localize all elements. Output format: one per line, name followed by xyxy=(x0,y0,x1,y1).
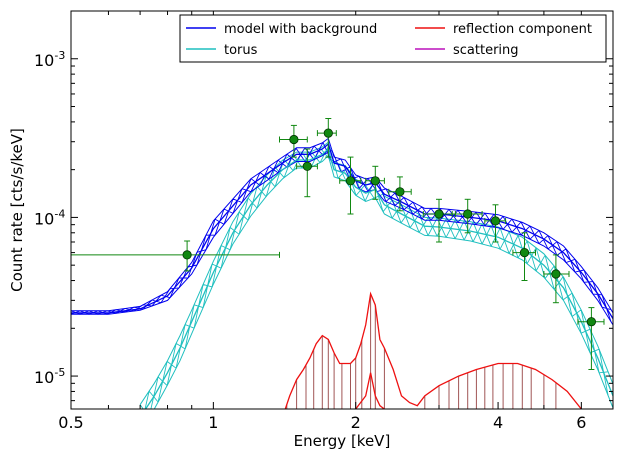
x-tick-labels: 0.5 1 2 4 6 xyxy=(58,413,586,432)
legend: model with background torus reflection c… xyxy=(179,14,607,63)
y-tick-labels: 10-5 10-4 10-3 xyxy=(34,49,65,387)
data-point xyxy=(543,254,570,304)
data-point xyxy=(577,307,605,370)
data-point-marker xyxy=(370,176,380,186)
data-point xyxy=(339,156,362,215)
torus-band xyxy=(139,141,613,409)
data-point-marker xyxy=(345,176,356,186)
data-point xyxy=(451,198,483,234)
data-point-marker xyxy=(289,134,299,145)
x-tick-label: 2 xyxy=(351,413,361,432)
data-point xyxy=(296,148,318,198)
legend-box xyxy=(179,14,607,63)
data-point-marker xyxy=(551,269,561,279)
y-tick-label: 10-4 xyxy=(34,207,65,228)
legend-label-scattering: scattering xyxy=(453,43,519,58)
data-point-marker xyxy=(323,128,333,138)
reflection-line xyxy=(284,291,582,409)
data-point-marker xyxy=(434,209,444,219)
x-tick-label: 0.5 xyxy=(58,413,83,432)
data-point xyxy=(512,232,536,281)
data-point xyxy=(365,165,385,200)
x-tick-label: 1 xyxy=(208,413,218,432)
plot-area xyxy=(71,118,613,409)
legend-label-torus: torus xyxy=(224,43,258,58)
data-point-marker xyxy=(463,209,473,219)
torus-band-upper xyxy=(139,141,613,405)
data-point xyxy=(316,118,337,158)
model-line xyxy=(71,142,613,320)
data-point xyxy=(388,176,412,212)
x-tick-label: 4 xyxy=(493,413,503,432)
data-point xyxy=(279,124,308,158)
y-tick-label: 10-3 xyxy=(34,49,65,70)
data-point-marker xyxy=(490,216,501,226)
legend-label-reflection: reflection component xyxy=(453,22,592,37)
plot-frame xyxy=(70,10,614,410)
data-point-marker xyxy=(395,187,405,197)
model-band xyxy=(71,137,613,326)
data-point-marker xyxy=(182,250,192,260)
legend-label-model: model with background xyxy=(224,22,377,37)
data-point-marker xyxy=(586,317,597,327)
x-axis-label: Energy [keV] xyxy=(294,432,391,450)
data-point-marker xyxy=(519,248,530,258)
x-tick-label: 6 xyxy=(576,413,586,432)
y-axis-label: Count rate [cts/s/keV] xyxy=(8,128,26,292)
reflection-line-lower xyxy=(355,372,385,409)
torus-line xyxy=(144,147,613,409)
y-tick-label: 10-5 xyxy=(34,366,65,387)
data-point xyxy=(71,240,280,272)
data-point xyxy=(422,198,456,243)
data-point-marker xyxy=(302,161,312,171)
axis-ticks xyxy=(70,10,613,409)
data-point xyxy=(484,204,507,243)
